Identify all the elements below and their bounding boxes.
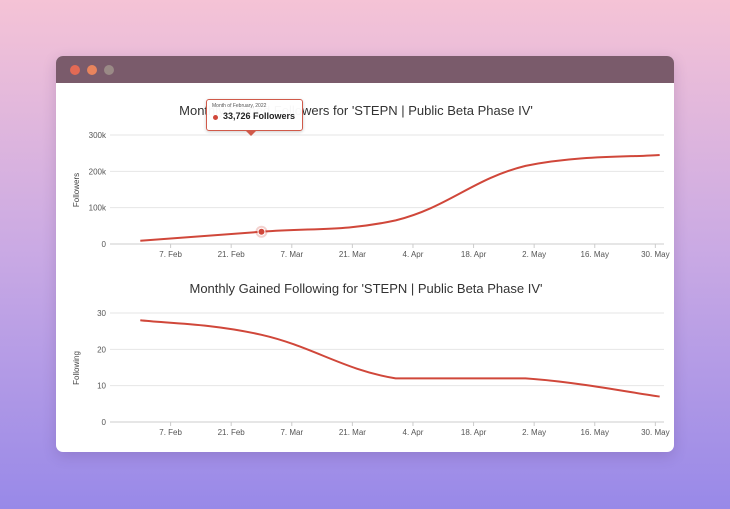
following-x-tick-label: 18. Apr xyxy=(461,428,487,437)
tooltip-pointer xyxy=(245,130,257,136)
followers-x-tick-label: 16. May xyxy=(581,250,609,259)
followers-chart: Monthly Gained Followers for 'STEPN | Pu… xyxy=(72,103,670,259)
window-titlebar xyxy=(56,56,674,83)
following-x-tick-label: 30. May xyxy=(641,428,669,437)
following-x-tick-label: 2. May xyxy=(522,428,546,437)
followers-y-axis-label: Followers xyxy=(72,173,81,207)
following-series-line xyxy=(140,319,660,398)
following-y-tick-label: 10 xyxy=(97,382,106,391)
followers-highlight-point[interactable] xyxy=(257,227,266,236)
followers-x-tick-label: 18. Apr xyxy=(461,250,487,259)
following-x-tick-label: 4. Apr xyxy=(403,428,424,437)
tooltip-value: 33,726 Followers xyxy=(223,111,296,121)
followers-series-line xyxy=(140,153,660,242)
tooltip-header: Month of February, 2022 xyxy=(212,103,267,109)
close-window-icon[interactable] xyxy=(70,65,80,75)
followers-x-tick-label: 30. May xyxy=(641,250,669,259)
minimize-window-icon[interactable] xyxy=(87,65,97,75)
followers-y-tick-label: 100k xyxy=(89,204,107,213)
followers-y-tick-label: 0 xyxy=(102,240,107,249)
following-x-tick-label: 21. Mar xyxy=(339,428,366,437)
following-y-tick-label: 0 xyxy=(102,418,107,427)
followers-x-tick-label: 21. Feb xyxy=(218,250,246,259)
data-tooltip: Month of February, 2022 33,726 Followers xyxy=(206,99,303,136)
maximize-window-icon[interactable] xyxy=(104,65,114,75)
following-y-axis-label: Following xyxy=(72,351,81,385)
tooltip-series-marker xyxy=(213,115,218,120)
following-chart-title: Monthly Gained Following for 'STEPN | Pu… xyxy=(189,281,542,296)
charts-canvas: Monthly Gained Followers for 'STEPN | Pu… xyxy=(72,103,670,437)
followers-x-tick-label: 7. Mar xyxy=(280,250,303,259)
following-y-tick-label: 30 xyxy=(97,309,106,318)
following-x-tick-label: 16. May xyxy=(581,428,609,437)
followers-y-tick-label: 300k xyxy=(89,131,107,140)
followers-x-tick-label: 7. Feb xyxy=(159,250,182,259)
following-x-tick-label: 7. Mar xyxy=(280,428,303,437)
following-chart: Monthly Gained Following for 'STEPN | Pu… xyxy=(72,281,670,437)
following-y-tick-label: 20 xyxy=(97,345,106,354)
browser-window: Monthly Gained Followers for 'STEPN | Pu… xyxy=(56,56,674,452)
following-x-tick-label: 7. Feb xyxy=(159,428,182,437)
followers-y-tick-label: 200k xyxy=(89,167,107,176)
following-x-tick-label: 21. Feb xyxy=(218,428,246,437)
followers-x-tick-label: 2. May xyxy=(522,250,546,259)
followers-x-tick-label: 21. Mar xyxy=(339,250,366,259)
followers-x-tick-label: 4. Apr xyxy=(403,250,424,259)
